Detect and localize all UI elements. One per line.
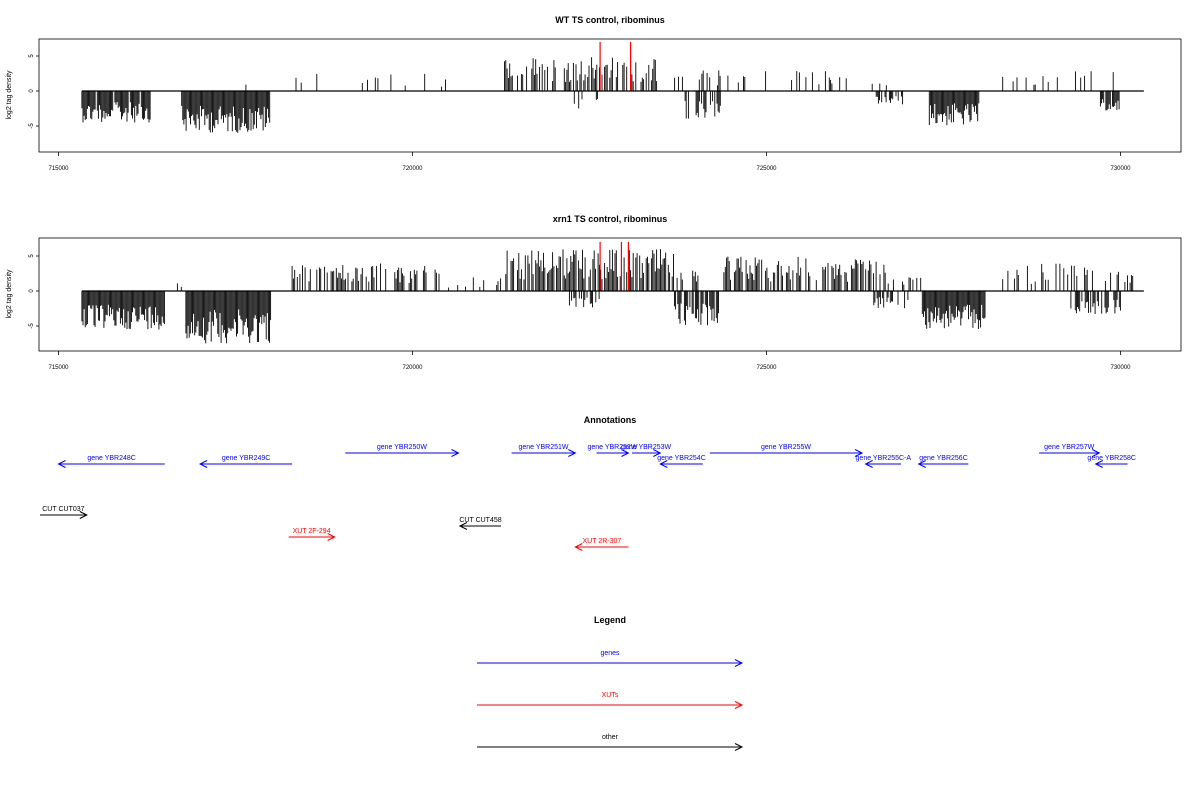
feature-arrow — [511, 449, 577, 457]
wt-x-tick-label: 725000 — [756, 166, 777, 172]
legend-label-genes: genes — [600, 650, 620, 657]
xrn1-y-tick-label: -5 — [29, 323, 35, 329]
feature-arrow — [288, 533, 336, 541]
feature-label: CUT CUT037 — [42, 506, 84, 513]
annotations-panel: Annotations gene YBR248C gene YBR249Cgene… — [40, 415, 1136, 551]
xrn1-x-tick-label: 715000 — [48, 365, 69, 371]
feature-arrow — [574, 543, 629, 551]
xrn1-x-tick-label: 725000 — [756, 365, 777, 371]
xrn1-track-panel: xrn1 TS control, ribominus log2 tag dens… — [6, 214, 1182, 371]
feature-arrow — [917, 460, 969, 468]
feature-arrow — [659, 460, 703, 468]
feature-arrow — [458, 522, 501, 530]
feature-label: gene YBR249C — [222, 455, 271, 462]
wt-plot-frame — [38, 38, 1182, 153]
xrn1-y-tick-label: 5 — [29, 254, 35, 258]
feature-label: gene YBR252W — [587, 444, 637, 451]
wt-y-tick-label: 0 — [29, 89, 35, 93]
xrn1-x-axis: 715000 720000 725000 730000 — [48, 351, 1131, 371]
feature-label: gene YBR257W — [1044, 444, 1094, 451]
legend-panel: Legend genes XUTs other — [477, 615, 744, 751]
legend-label-other: other — [602, 734, 619, 741]
feature-arrow — [596, 449, 630, 457]
feature-label: CUT CUT458 — [459, 517, 501, 524]
legend-arrow-genes — [477, 659, 744, 667]
legend-title: Legend — [594, 615, 626, 625]
feature-arrow — [198, 460, 293, 468]
feature-label: gene YBR254C — [657, 455, 706, 462]
feature-label: gene YBR251W — [518, 444, 568, 451]
feature-label: gene YBR255C-A — [856, 455, 912, 462]
feature-label: gene YBR256C — [919, 455, 968, 462]
xrn1-plot-frame — [38, 237, 1182, 352]
feature-arrow — [1039, 449, 1101, 457]
annotation-features: gene YBR248C gene YBR249C gene YBR250W gene… — [40, 444, 1136, 551]
feature-label: gene YBR258C — [1087, 455, 1136, 462]
wt-y-tick-label: -5 — [29, 123, 35, 129]
xrn1-track-ylabel: log2 tag density — [6, 269, 13, 319]
xrn1-track-title: xrn1 TS control, ribominus — [553, 214, 668, 224]
wt-y-axis: -5 0 5 — [29, 54, 39, 129]
feature-arrow — [57, 460, 165, 468]
feature-label: XUT 2F-294 — [293, 528, 331, 535]
feature-label: gene YBR248C — [87, 455, 136, 462]
feature-arrow — [40, 511, 88, 519]
xrn1-y-axis: -5 0 5 — [29, 254, 39, 329]
feature-arrow — [709, 449, 864, 457]
legend-items: genes XUTs other — [477, 650, 744, 751]
xrn1-x-tick-label: 730000 — [1110, 365, 1131, 371]
feature-label: gene YBR250W — [377, 444, 427, 451]
feature-arrow — [864, 460, 902, 468]
annotations-title: Annotations — [584, 415, 637, 425]
xrn1-bars — [81, 242, 1144, 344]
feature-label: gene YBR255W — [761, 444, 811, 451]
feature-arrow — [1094, 460, 1128, 468]
wt-y-tick-label: 5 — [29, 54, 35, 58]
wt-track-panel: WT TS control, ribominus log2 tag densit… — [6, 15, 1182, 172]
wt-track-title: WT TS control, ribominus — [555, 15, 665, 25]
feature-label: XUT 2R-307 — [583, 538, 622, 545]
feature-label: gene YBR253W — [621, 444, 671, 451]
feature-arrow — [631, 449, 662, 457]
legend-arrow-XUTs — [477, 701, 744, 709]
wt-x-tick-label: 715000 — [48, 166, 69, 172]
wt-x-axis: 715000 720000 725000 730000 — [48, 152, 1131, 172]
xrn1-y-tick-label: 0 — [29, 289, 35, 293]
legend-arrow-other — [477, 743, 744, 751]
wt-x-tick-label: 730000 — [1110, 166, 1131, 172]
xrn1-x-tick-label: 720000 — [402, 365, 423, 371]
wt-x-tick-label: 720000 — [402, 166, 423, 172]
legend-label-XUTs: XUTs — [602, 692, 619, 699]
feature-arrow — [345, 449, 460, 457]
wt-bars — [81, 42, 1144, 133]
wt-track-ylabel: log2 tag density — [6, 70, 13, 120]
